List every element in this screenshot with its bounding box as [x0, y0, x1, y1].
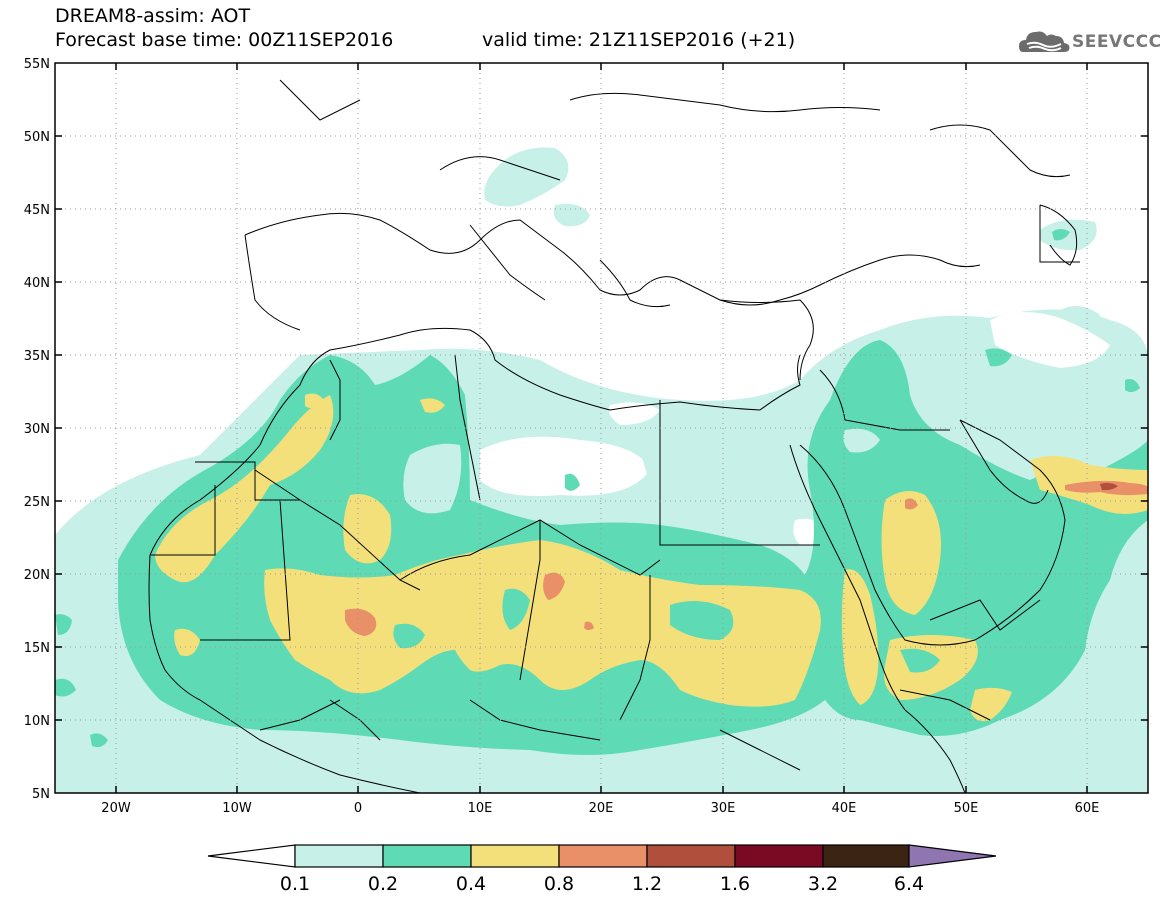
lon-label: 0 — [354, 801, 362, 816]
colorbar-label: 0.1 — [279, 873, 311, 895]
colorbar-label: 0.2 — [367, 873, 399, 895]
lon-label: 40E — [832, 801, 857, 816]
lat-label: 15N — [24, 641, 50, 656]
lat-label: 20N — [24, 568, 50, 583]
lat-label: 45N — [24, 203, 50, 218]
colorbar-label: 1.2 — [631, 873, 663, 895]
lon-label: 30E — [711, 801, 736, 816]
colorbar-label: 0.8 — [543, 873, 575, 895]
colorbar-label: 6.4 — [893, 873, 925, 895]
colorbar-segment — [558, 844, 648, 868]
lat-label: 55N — [24, 57, 50, 72]
lat-label: 5N — [32, 787, 50, 802]
lat-label: 35N — [24, 349, 50, 364]
lon-label: 20E — [589, 801, 614, 816]
logo-text: SEEVCCC — [1072, 32, 1162, 52]
lon-label: 10W — [222, 801, 252, 816]
colorbar-label: 3.2 — [807, 873, 839, 895]
grid-lines — [55, 63, 1148, 793]
lat-label: 25N — [24, 495, 50, 510]
lat-label: 50N — [24, 130, 50, 145]
forecast-base-time: Forecast base time: 00Z11SEP2016 — [55, 29, 394, 51]
longitude-labels: 20W 10W 0 10E 20E 30E 40E 50E 60E — [101, 801, 1099, 816]
latitude-labels: 55N 50N 45N 40N 35N 30N 25N 20N 15N 10N … — [24, 57, 50, 802]
colorbar-left-arrow — [207, 844, 296, 868]
colorbar — [207, 844, 997, 868]
lon-label: 10E — [468, 801, 493, 816]
valid-time: valid time: 21Z11SEP2016 (+21) — [482, 29, 796, 51]
lon-label: 50E — [954, 801, 979, 816]
colorbar-segment — [382, 844, 472, 868]
lon-label: 60E — [1075, 801, 1100, 816]
map-title: DREAM8-assim: AOT — [55, 5, 251, 27]
lat-label: 30N — [24, 422, 50, 437]
colorbar-right-arrow — [908, 844, 997, 868]
coastlines — [148, 79, 1078, 793]
colorbar-segment — [470, 844, 560, 868]
colorbar-segment — [294, 844, 384, 868]
aot-field — [55, 63, 1148, 793]
colorbar-segment — [822, 844, 910, 868]
colorbar-label: 1.6 — [719, 873, 751, 895]
lat-label: 10N — [24, 714, 50, 729]
lon-label: 20W — [101, 801, 131, 816]
colorbar-segment — [734, 844, 824, 868]
colorbar-segment — [646, 844, 736, 868]
lat-label: 40N — [24, 276, 50, 291]
tick-marks — [55, 63, 1148, 793]
cloud-logo-icon — [1019, 31, 1070, 52]
colorbar-label: 0.4 — [455, 873, 487, 895]
